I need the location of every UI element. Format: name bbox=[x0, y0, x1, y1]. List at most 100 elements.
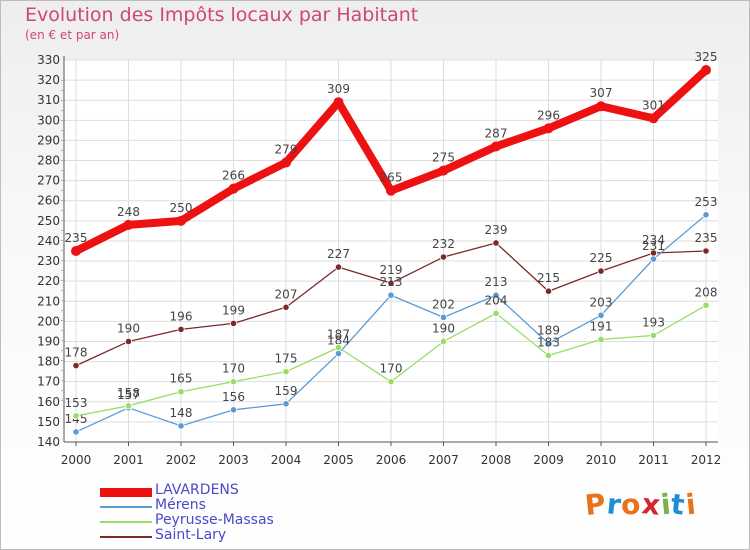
data-point bbox=[544, 339, 553, 348]
data-label: 170 bbox=[380, 362, 403, 376]
y-tick-label: 170 bbox=[37, 375, 60, 389]
data-label: 279 bbox=[275, 143, 298, 157]
data-point bbox=[492, 291, 500, 299]
data-point bbox=[492, 239, 500, 247]
y-tick-label: 260 bbox=[37, 194, 60, 208]
data-label: 159 bbox=[275, 384, 298, 398]
chart-title: Evolution des Impôts locaux par Habitant bbox=[25, 4, 419, 26]
data-point bbox=[439, 253, 448, 261]
data-label: 215 bbox=[537, 271, 560, 285]
y-tick-label: 140 bbox=[37, 435, 60, 449]
data-label: 203 bbox=[590, 295, 613, 309]
x-tick-label: 2005 bbox=[323, 453, 354, 467]
y-tick-label: 320 bbox=[37, 73, 60, 87]
x-tick-label: 2006 bbox=[376, 453, 407, 467]
logo-letter: P bbox=[583, 486, 609, 523]
x-tick-label: 2011 bbox=[638, 453, 669, 467]
data-point bbox=[334, 349, 343, 358]
data-point bbox=[544, 351, 553, 360]
data-label: 232 bbox=[432, 237, 455, 251]
x-tick-label: 2002 bbox=[166, 453, 197, 467]
y-tick-label: 150 bbox=[37, 415, 60, 429]
data-label: 309 bbox=[327, 82, 350, 96]
legend-item: Mérens bbox=[100, 497, 400, 514]
data-label: 191 bbox=[590, 319, 613, 333]
y-tick-label: 270 bbox=[37, 174, 60, 188]
x-tick-label: 2008 bbox=[481, 453, 512, 467]
proxiti-logo: Proxiti bbox=[583, 486, 698, 523]
data-point bbox=[177, 388, 185, 396]
y-tick-label: 240 bbox=[37, 234, 60, 248]
data-point bbox=[386, 185, 396, 196]
data-point bbox=[648, 113, 659, 124]
y-tick-label: 210 bbox=[37, 294, 60, 308]
data-point bbox=[438, 165, 449, 176]
legend-item: Peyrusse-Massas bbox=[100, 512, 400, 529]
data-label: 296 bbox=[537, 108, 560, 122]
data-point bbox=[282, 303, 290, 311]
legend-item: Saint-Lary bbox=[100, 527, 400, 544]
y-tick-label: 290 bbox=[37, 133, 60, 147]
data-point bbox=[649, 331, 658, 340]
data-label: 189 bbox=[537, 323, 560, 337]
y-tick-label: 310 bbox=[37, 93, 60, 107]
data-label: 184 bbox=[327, 334, 350, 348]
data-point bbox=[334, 343, 343, 352]
y-tick-label: 300 bbox=[37, 113, 60, 127]
legend: LAVARDENS Mérens Peyrusse-Massas Saint-Lary bbox=[100, 482, 400, 544]
x-tick-label: 2009 bbox=[533, 453, 564, 467]
data-label: 178 bbox=[65, 346, 88, 360]
data-point bbox=[72, 428, 80, 436]
legend-swatch bbox=[100, 487, 152, 497]
x-tick-label: 2012 bbox=[691, 453, 722, 467]
data-label: 175 bbox=[275, 352, 298, 366]
data-label: 148 bbox=[170, 406, 193, 420]
data-point bbox=[439, 337, 448, 346]
data-point bbox=[177, 325, 185, 334]
y-tick-label: 250 bbox=[37, 214, 60, 228]
y-tick-label: 230 bbox=[37, 254, 60, 268]
data-label: 183 bbox=[537, 336, 560, 350]
data-point bbox=[229, 378, 238, 386]
data-label: 193 bbox=[642, 315, 665, 329]
data-label: 202 bbox=[432, 297, 455, 311]
x-tick-label: 2007 bbox=[428, 453, 459, 467]
data-label: 250 bbox=[170, 201, 193, 215]
legend-label: Peyrusse-Massas bbox=[155, 512, 274, 528]
y-tick-label: 200 bbox=[37, 314, 60, 328]
data-label: 227 bbox=[327, 247, 350, 261]
legend-item: LAVARDENS bbox=[100, 482, 400, 499]
data-point bbox=[333, 97, 344, 108]
data-point bbox=[72, 361, 80, 370]
y-tick-label: 190 bbox=[37, 334, 60, 348]
data-point bbox=[492, 309, 500, 317]
data-point bbox=[177, 422, 185, 430]
data-point bbox=[334, 263, 343, 271]
y-tick-label: 330 bbox=[37, 53, 60, 67]
data-point bbox=[701, 65, 711, 76]
data-label: 235 bbox=[65, 231, 88, 245]
data-point bbox=[124, 337, 133, 346]
data-point bbox=[229, 319, 238, 327]
data-label: 253 bbox=[695, 195, 718, 209]
x-tick-label: 2004 bbox=[271, 453, 302, 467]
data-label: 275 bbox=[432, 151, 455, 165]
data-point bbox=[282, 400, 290, 408]
data-point bbox=[282, 368, 290, 376]
data-label: 204 bbox=[485, 293, 508, 307]
data-label: 234 bbox=[642, 233, 665, 247]
data-label: 190 bbox=[432, 321, 455, 335]
data-point bbox=[387, 291, 395, 299]
data-point bbox=[544, 287, 553, 295]
data-point bbox=[124, 402, 133, 410]
data-label: 187 bbox=[327, 328, 350, 342]
data-point bbox=[387, 279, 395, 287]
y-tick-label: 160 bbox=[37, 395, 60, 409]
y-tick-label: 180 bbox=[37, 355, 60, 369]
data-point bbox=[597, 335, 605, 344]
legend-label: LAVARDENS bbox=[155, 482, 239, 498]
data-point bbox=[387, 378, 395, 386]
legend-label: Saint-Lary bbox=[155, 527, 227, 543]
legend-swatch bbox=[100, 521, 152, 523]
